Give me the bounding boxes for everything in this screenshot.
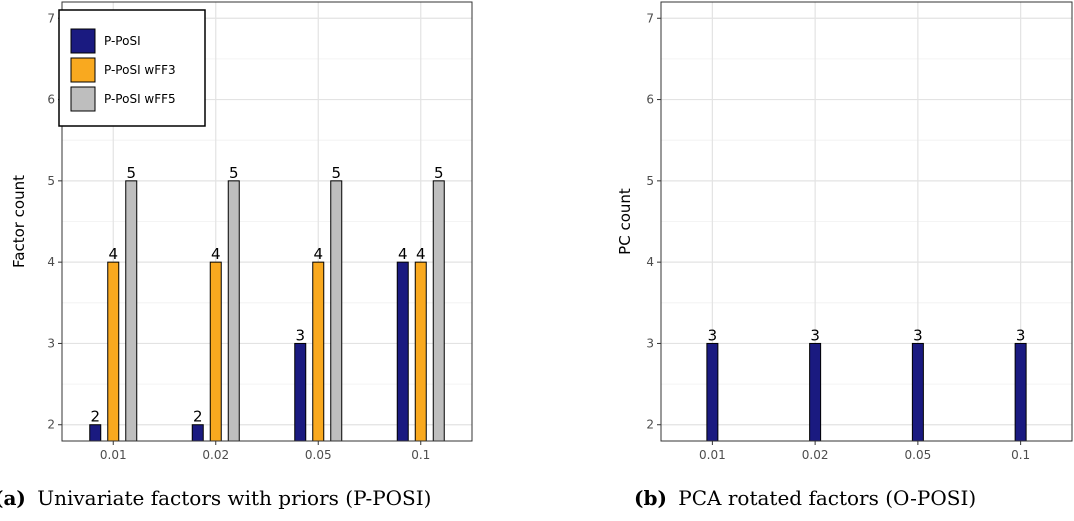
bar bbox=[89, 424, 102, 442]
x-tick-label: 0.1 bbox=[1011, 448, 1030, 462]
x-tick-label: 0.1 bbox=[411, 448, 430, 462]
bar bbox=[191, 424, 204, 442]
bar-data-label: 5 bbox=[331, 164, 341, 182]
chart-panel-b: 2 3 4 5 6 7 0.01 0.02 0.05 0.1 3 3 3 3 PC count bbox=[616, 1, 1073, 462]
y-axis-title: Factor count bbox=[10, 175, 28, 268]
legend-label: P-PoSI wFF3 bbox=[104, 63, 176, 77]
bar-data-label: 3 bbox=[708, 326, 718, 344]
bar bbox=[294, 342, 307, 442]
x-tick-label: 0.01 bbox=[699, 448, 726, 462]
bar bbox=[911, 342, 924, 442]
bar-data-label: 3 bbox=[913, 326, 923, 344]
bar bbox=[125, 180, 138, 442]
y-axis-title: PC count bbox=[616, 188, 634, 255]
bar bbox=[330, 180, 343, 442]
y-tick-label: 4 bbox=[646, 255, 654, 269]
bar bbox=[706, 342, 719, 442]
x-tick-label: 0.02 bbox=[202, 448, 229, 462]
legend: P-PoSI P-PoSI wFF3 P-PoSI wFF5 bbox=[58, 9, 206, 127]
bar-data-label: 3 bbox=[295, 326, 305, 344]
bar-data-label: 5 bbox=[229, 164, 239, 182]
y-tick-label: 2 bbox=[47, 418, 55, 432]
y-tick-label: 4 bbox=[47, 255, 55, 269]
bar bbox=[209, 261, 222, 442]
x-tick-label: 0.05 bbox=[905, 448, 932, 462]
legend-swatch bbox=[70, 57, 96, 83]
bar bbox=[396, 261, 409, 442]
y-tick-label: 2 bbox=[646, 418, 654, 432]
bar-data-label: 5 bbox=[434, 164, 444, 182]
bar-data-label: 3 bbox=[1016, 326, 1026, 344]
y-tick-label: 7 bbox=[47, 11, 55, 25]
caption-a-text: Univariate factors with priors (P-POSI) bbox=[37, 486, 431, 510]
y-tick-label: 6 bbox=[646, 93, 654, 107]
y-tick-label: 7 bbox=[646, 11, 654, 25]
bar bbox=[432, 180, 445, 442]
plot-border bbox=[660, 1, 1073, 442]
legend-swatch bbox=[70, 28, 96, 54]
bar bbox=[107, 261, 120, 442]
y-tick-label: 6 bbox=[47, 93, 55, 107]
legend-swatch bbox=[70, 86, 96, 112]
caption-a-tag: (a) bbox=[0, 486, 26, 510]
bar-data-label: 2 bbox=[193, 408, 203, 426]
y-tick-label: 3 bbox=[646, 336, 654, 350]
bar-data-label: 4 bbox=[211, 245, 221, 263]
caption-a: (a) Univariate factors with priors (P-PO… bbox=[0, 486, 431, 510]
y-tick-label: 5 bbox=[47, 174, 55, 188]
legend-label: P-PoSI wFF5 bbox=[104, 92, 176, 106]
x-tick-label: 0.01 bbox=[100, 448, 127, 462]
bar-data-label: 4 bbox=[416, 245, 426, 263]
bar bbox=[414, 261, 427, 442]
bar-data-label: 2 bbox=[90, 408, 100, 426]
bar-data-label: 4 bbox=[398, 245, 408, 263]
bar-data-label: 5 bbox=[126, 164, 136, 182]
bar bbox=[227, 180, 240, 442]
bar bbox=[1014, 342, 1027, 442]
caption-b-tag: (b) bbox=[634, 486, 667, 510]
caption-b-text: PCA rotated factors (O-POSI) bbox=[678, 486, 976, 510]
plot-border bbox=[61, 1, 473, 442]
bar-data-label: 4 bbox=[313, 245, 323, 263]
y-tick-label: 3 bbox=[47, 336, 55, 350]
bar-data-label: 4 bbox=[108, 245, 118, 263]
x-tick-label: 0.02 bbox=[802, 448, 829, 462]
y-tick-label: 5 bbox=[646, 174, 654, 188]
x-tick-label: 0.05 bbox=[305, 448, 332, 462]
legend-label: P-PoSI bbox=[104, 34, 141, 48]
bar bbox=[312, 261, 325, 442]
bar-data-label: 3 bbox=[810, 326, 820, 344]
caption-b: (b) PCA rotated factors (O-POSI) bbox=[634, 486, 976, 510]
bar bbox=[809, 342, 822, 442]
